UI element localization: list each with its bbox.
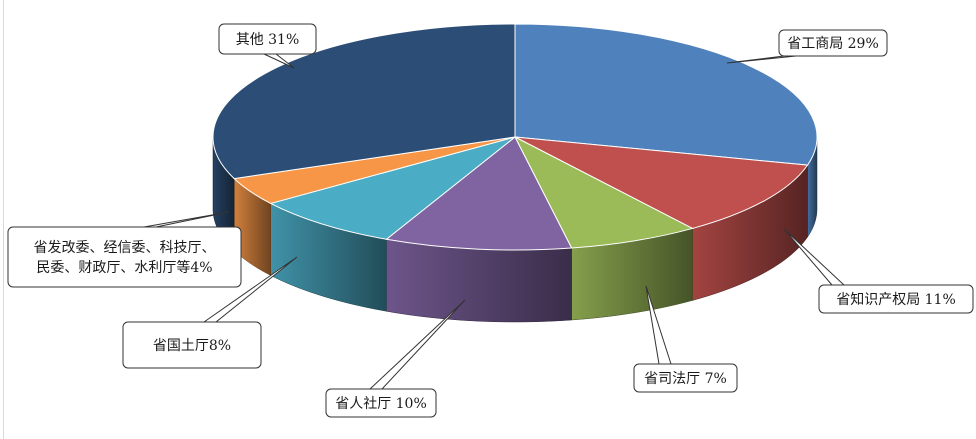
pie-slice-4 bbox=[269, 136, 516, 240]
callout-labels: 省工商局 29% 省知识产权局 11% 省司法厅 7% 省人社厅 10% 省国土厅8% 省… bbox=[7, 23, 974, 418]
callout-5: 省发改委、经信委、科技厅、民委、财政厅、水利厅等4% bbox=[7, 211, 242, 288]
left-edge-divider bbox=[3, 0, 4, 439]
callout-3: 省人社厅 10% bbox=[325, 299, 466, 418]
slice-label-1: 省知识产权局 11% bbox=[836, 291, 956, 308]
pie-side-3 bbox=[386, 238, 572, 323]
callout-6: 其他 31% bbox=[218, 23, 317, 69]
slice-label-5-line-1: 民委、财政厅、水利厅等4% bbox=[36, 259, 212, 276]
slice-label-5-line-0: 省发改委、经信委、科技厅、 bbox=[34, 240, 216, 256]
callout-0: 省工商局 29% bbox=[726, 29, 888, 64]
pie-sides bbox=[212, 136, 818, 323]
callout-2: 省司法厅 7% bbox=[633, 285, 738, 393]
pie-slice-0 bbox=[514, 23, 818, 166]
pie-slice-6 bbox=[212, 23, 516, 180]
pie-slice-2 bbox=[513, 135, 694, 249]
pie-tops bbox=[212, 23, 818, 251]
callout-4: 省国土厅8% bbox=[122, 256, 298, 369]
slice-label-2: 省司法厅 7% bbox=[644, 371, 727, 387]
pie-slice-3 bbox=[385, 136, 573, 251]
pie-slice-1 bbox=[514, 136, 809, 229]
slice-label-0: 省工商局 29% bbox=[787, 36, 879, 52]
callout-leader-6 bbox=[263, 53, 295, 69]
callout-leader-0 bbox=[726, 55, 797, 64]
slice-label-4: 省国土厅8% bbox=[153, 338, 231, 354]
slice-label-6: 其他 31% bbox=[236, 32, 300, 48]
callout-leader-1 bbox=[783, 228, 846, 286]
slice-label-3: 省人社厅 10% bbox=[335, 396, 427, 412]
callout-1: 省知识产权局 11% bbox=[783, 228, 974, 314]
